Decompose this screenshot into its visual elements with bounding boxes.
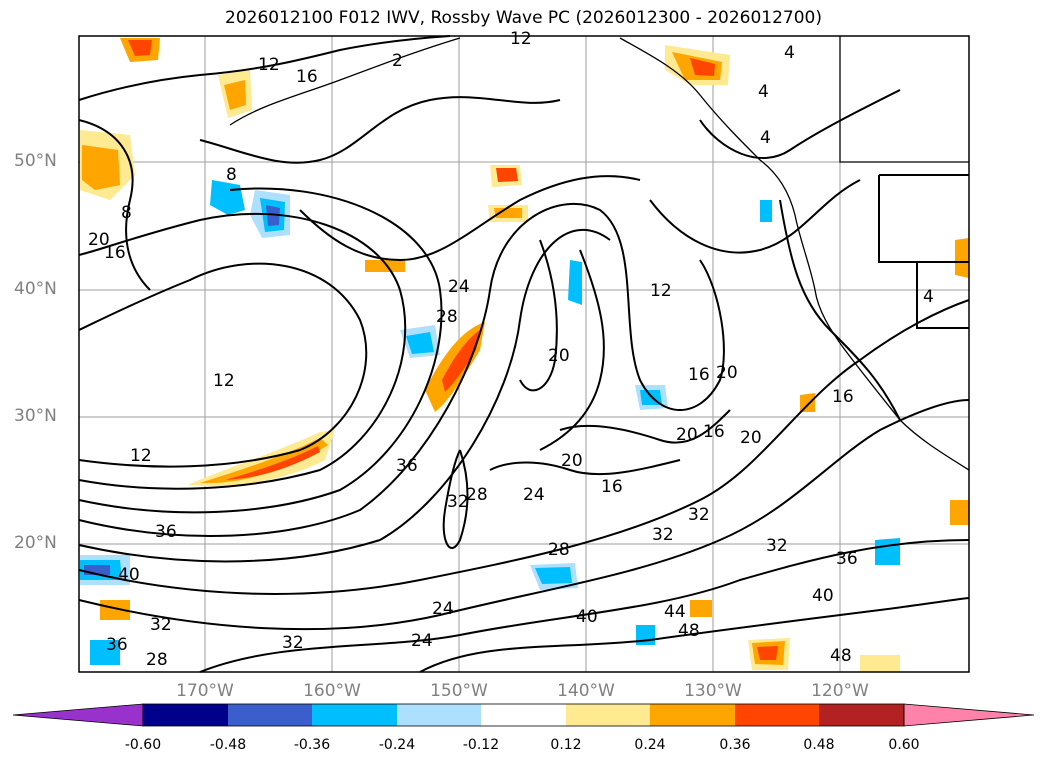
colorbar-tick: -0.60 bbox=[124, 737, 162, 753]
contour-label: 16 bbox=[104, 243, 126, 263]
colorbar-segment bbox=[650, 704, 735, 726]
lon-label: 170°W bbox=[176, 681, 234, 701]
contour-label: 12 bbox=[650, 281, 672, 301]
contour-label: 12 bbox=[130, 446, 152, 466]
contour-label: 12 bbox=[510, 29, 532, 49]
figure-title: 2026012100 F012 IWV, Rossby Wave PC (202… bbox=[225, 8, 822, 28]
map-background bbox=[79, 36, 969, 672]
lat-label: 50°N bbox=[14, 151, 57, 171]
contour-label: 4 bbox=[758, 82, 769, 102]
colorbar bbox=[12, 703, 1035, 727]
colorbar-tick: -0.36 bbox=[293, 737, 331, 753]
colorbar-left-extend bbox=[12, 703, 144, 727]
colorbar-tick: 0.36 bbox=[719, 737, 751, 753]
contour-label: 16 bbox=[296, 67, 318, 87]
colorbar-tick: -0.48 bbox=[209, 737, 247, 753]
contour-label: 16 bbox=[703, 422, 725, 442]
graticule bbox=[79, 36, 969, 672]
lon-label: 130°W bbox=[684, 681, 742, 701]
contour-label: 20 bbox=[88, 230, 110, 250]
contour-labels: 12 16 2 12 4 4 8 8 20 16 24 28 12 12 20 … bbox=[88, 29, 934, 670]
contour-label: 20 bbox=[716, 363, 738, 383]
contour-label: 40 bbox=[118, 565, 140, 585]
contour-label: 12 bbox=[258, 55, 280, 75]
colorbar-segment bbox=[735, 704, 819, 726]
contour-label: 40 bbox=[576, 607, 598, 627]
colorbar-tick: 0.12 bbox=[550, 737, 582, 753]
contour-label: 32 bbox=[766, 536, 788, 556]
coastline bbox=[229, 36, 970, 471]
contour-label: 8 bbox=[226, 165, 237, 185]
contour-label: 32 bbox=[447, 492, 469, 512]
contour-label: 24 bbox=[432, 599, 454, 619]
iwv-contours bbox=[78, 35, 970, 673]
colorbar-segment bbox=[481, 704, 566, 726]
contour-label: 16 bbox=[688, 365, 710, 385]
lon-label: 120°W bbox=[811, 681, 869, 701]
contour-label: 24 bbox=[411, 631, 433, 651]
lon-label: 140°W bbox=[557, 681, 615, 701]
lon-label: 160°W bbox=[303, 681, 361, 701]
contour-label: 32 bbox=[150, 615, 172, 635]
contour-label: 20 bbox=[561, 451, 583, 471]
colorbar-tick: -0.24 bbox=[378, 737, 416, 753]
map-border bbox=[78, 35, 970, 673]
colorbar-tick: 0.48 bbox=[803, 737, 835, 753]
contour-label: 24 bbox=[523, 485, 545, 505]
contour-label: 12 bbox=[213, 371, 235, 391]
contour-label: 36 bbox=[155, 522, 177, 542]
contour-label: 20 bbox=[740, 428, 762, 448]
contour-label: 36 bbox=[106, 635, 128, 655]
colorbar-right-extend bbox=[903, 703, 1035, 727]
contour-label: 48 bbox=[830, 646, 852, 666]
contour-label: 28 bbox=[146, 650, 168, 670]
contour-label: 16 bbox=[601, 477, 623, 497]
lon-label: 150°W bbox=[430, 681, 488, 701]
contour-label: 24 bbox=[448, 277, 470, 297]
contour-label: 4 bbox=[760, 128, 771, 148]
colorbar-tick: 0.60 bbox=[888, 737, 920, 753]
contour-label: 4 bbox=[784, 43, 795, 63]
lat-label: 30°N bbox=[14, 406, 57, 426]
colorbar-segment bbox=[566, 704, 650, 726]
colorbar-segment bbox=[397, 704, 481, 726]
contour-label: 28 bbox=[466, 485, 488, 505]
contour-label: 16 bbox=[832, 387, 854, 407]
contour-label: 2 bbox=[392, 51, 403, 71]
contour-label: 32 bbox=[688, 505, 710, 525]
contour-label: 48 bbox=[678, 621, 700, 641]
colorbar-segment bbox=[228, 704, 312, 726]
contour-label: 40 bbox=[812, 586, 834, 606]
contour-label: 32 bbox=[282, 633, 304, 653]
contour-label: 8 bbox=[121, 203, 132, 223]
contour-label: 4 bbox=[923, 287, 934, 307]
contour-label: 36 bbox=[396, 456, 418, 476]
colorbar-tick: 0.24 bbox=[634, 737, 666, 753]
contour-label: 28 bbox=[548, 540, 570, 560]
contour-label: 20 bbox=[676, 425, 698, 445]
colorbar-segment bbox=[143, 704, 228, 726]
colorbar-segment bbox=[312, 704, 397, 726]
colorbar-tick: -0.12 bbox=[462, 737, 500, 753]
colorbar-segment bbox=[819, 704, 904, 726]
contour-label: 28 bbox=[436, 307, 458, 327]
contour-label: 32 bbox=[652, 525, 674, 545]
lat-label: 40°N bbox=[14, 279, 57, 299]
lat-label: 20°N bbox=[14, 533, 57, 553]
contour-label: 20 bbox=[548, 346, 570, 366]
contour-label: 44 bbox=[664, 602, 686, 622]
contour-label: 36 bbox=[836, 549, 858, 569]
